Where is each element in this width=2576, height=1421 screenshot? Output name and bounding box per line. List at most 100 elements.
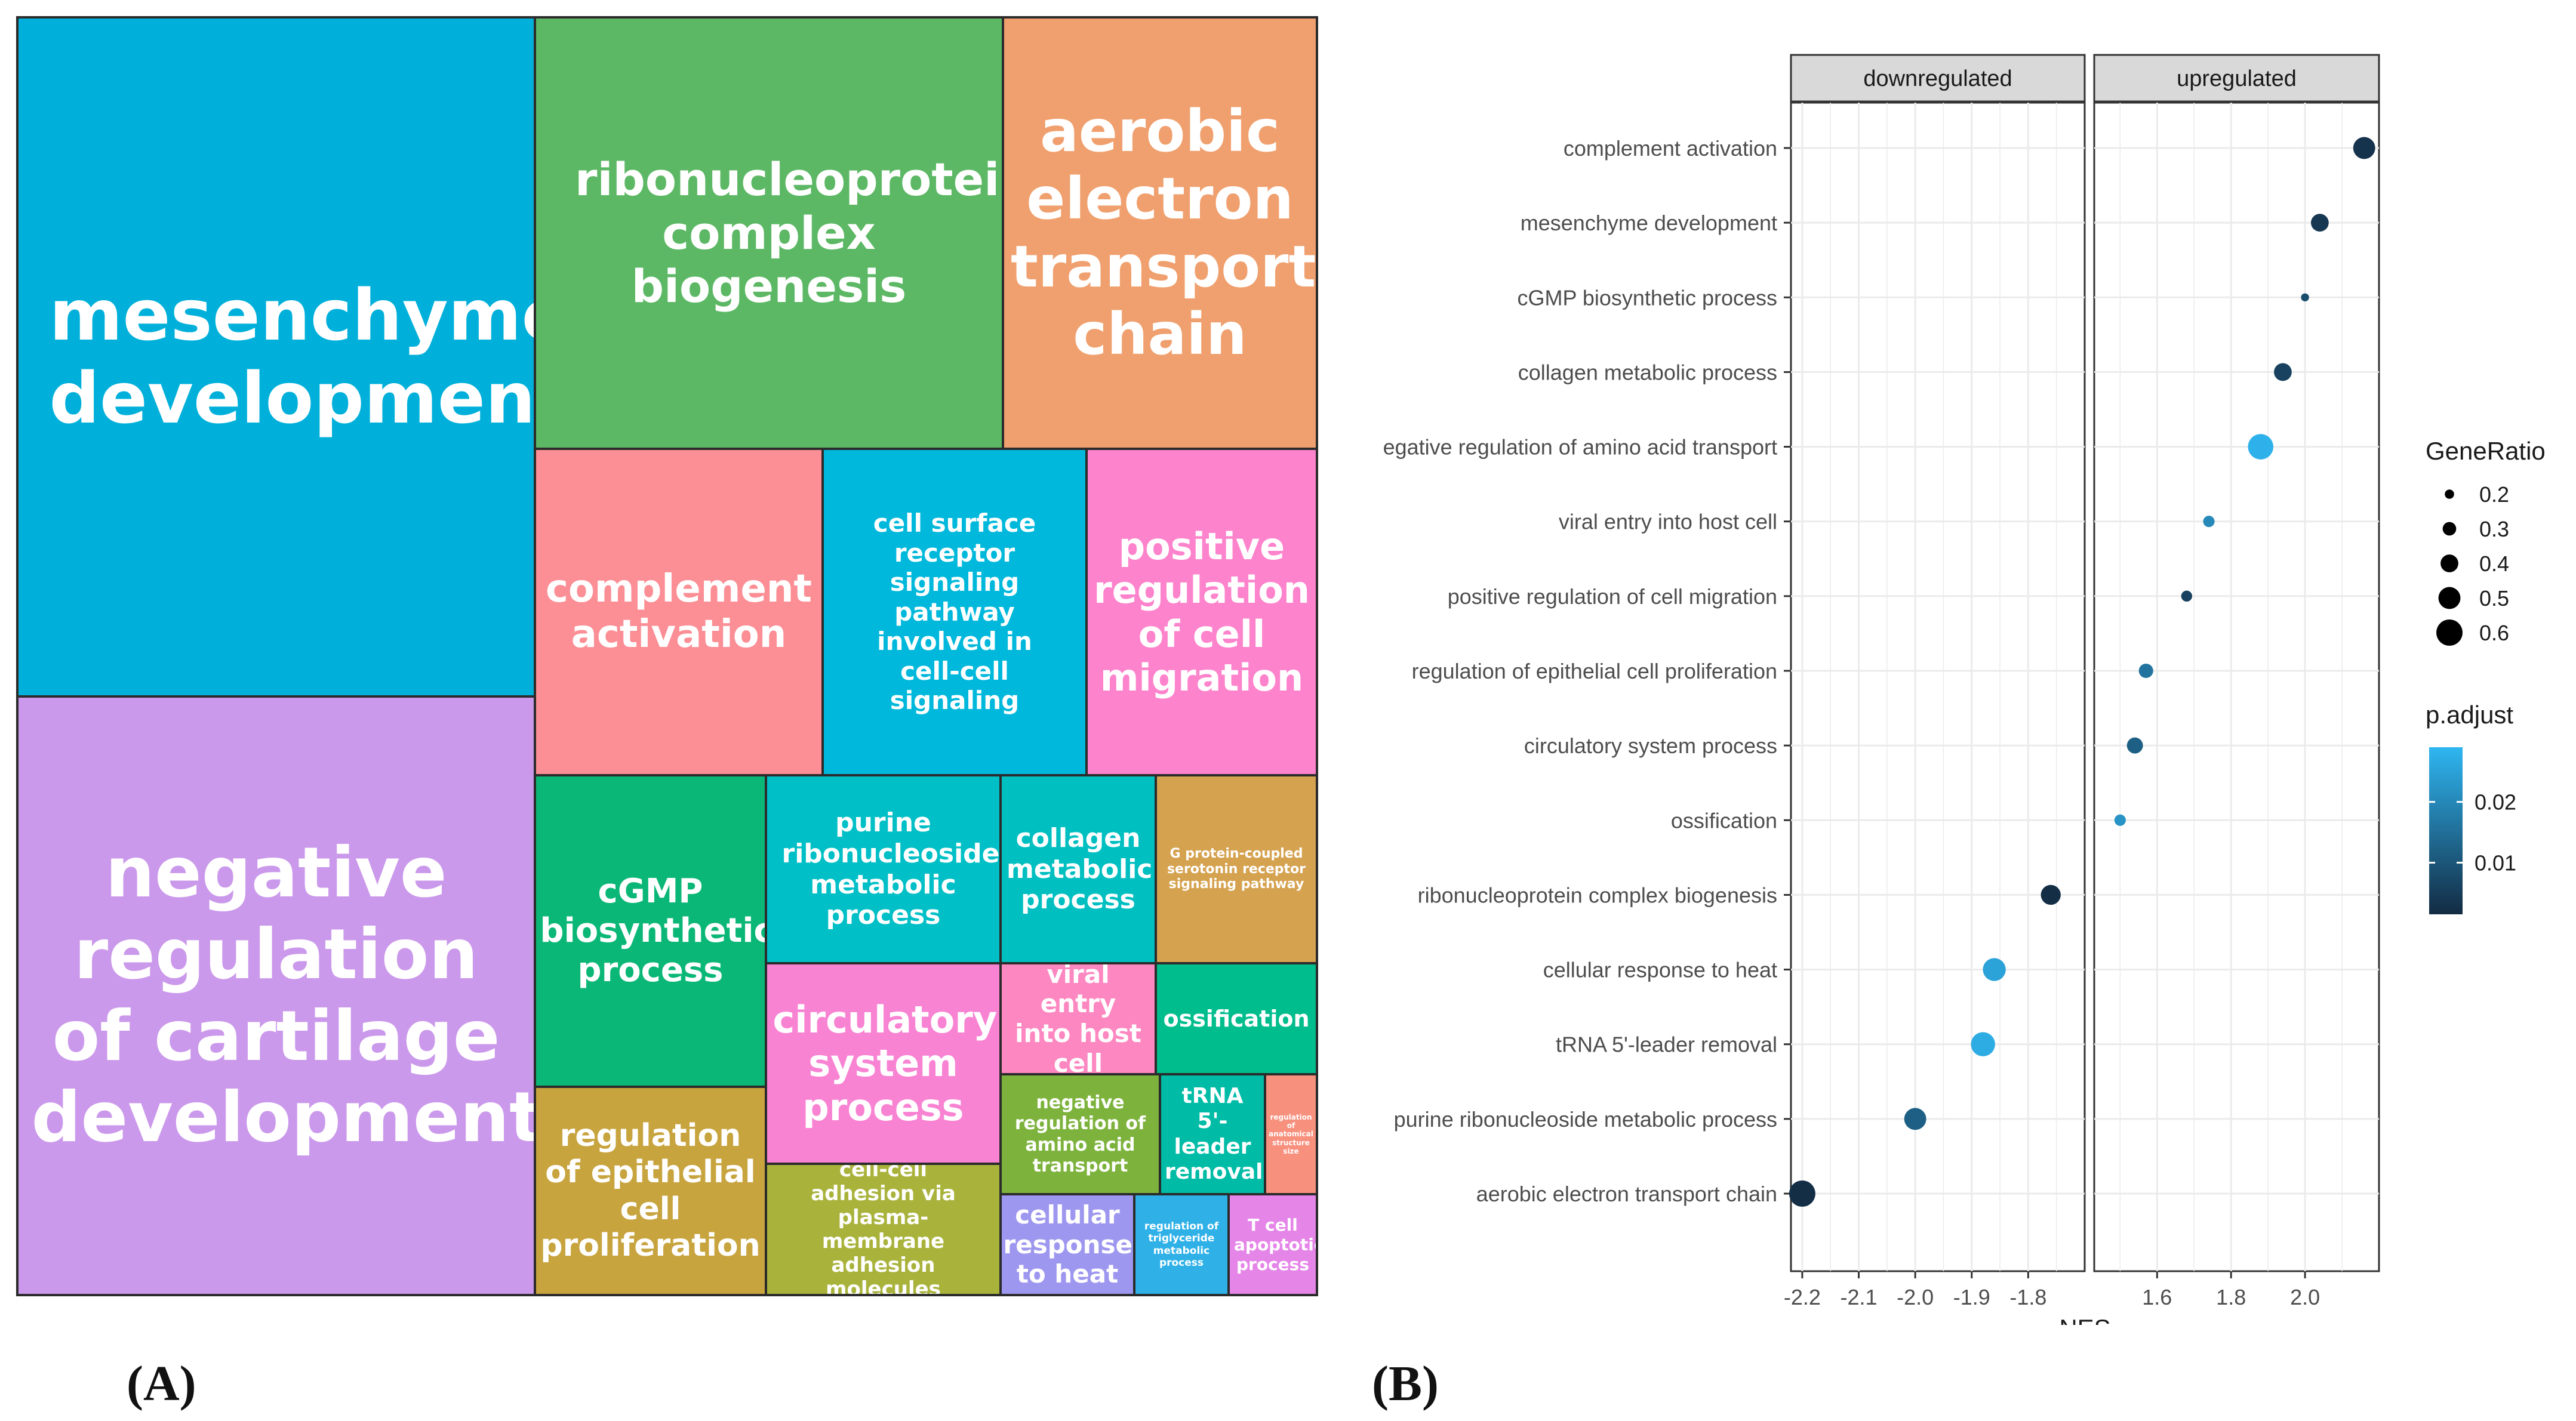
data-point bbox=[2353, 137, 2375, 159]
data-point bbox=[1789, 1180, 1815, 1207]
data-point bbox=[1904, 1108, 1926, 1130]
legend-size-dot bbox=[2445, 489, 2454, 499]
treemap-tile-label: complement activation bbox=[546, 566, 812, 656]
x-tick-label: 1.8 bbox=[2216, 1285, 2246, 1309]
legend-size-dot bbox=[2442, 522, 2457, 536]
data-point bbox=[1971, 1032, 1995, 1056]
treemap-tile: regulation of epithelial cell proliferat… bbox=[534, 1086, 767, 1296]
legend-color-label: 0.02 bbox=[2475, 790, 2516, 815]
x-tick-label: -1.9 bbox=[1953, 1285, 1990, 1309]
y-tick-label: positive regulation of cell migration bbox=[1448, 584, 1777, 609]
treemap-tile: cell-cell adhesion via plasma-membrane a… bbox=[765, 1163, 1002, 1296]
treemap-tile: T cell apoptotic process bbox=[1227, 1193, 1318, 1296]
treemap-chart: mesenchyme development negative regulati… bbox=[16, 16, 1318, 1296]
y-tick-label: regulation of epithelial cell proliferat… bbox=[1412, 659, 1777, 683]
treemap-tile: ribonucleoprotein complex biogenesis bbox=[534, 16, 1004, 450]
panel-b-label: (B) bbox=[1372, 1356, 1439, 1411]
treemap-tile-label: cell surface receptor signaling pathway … bbox=[873, 508, 1036, 716]
y-tick-label: ribonucleoprotein complex biogenesis bbox=[1418, 883, 1777, 907]
facet-strip-label: upregulated bbox=[2177, 66, 2297, 91]
legend-size-label: 0.4 bbox=[2479, 551, 2509, 576]
x-tick-label: 2.0 bbox=[2290, 1285, 2320, 1309]
data-point bbox=[2041, 884, 2061, 905]
facet-strip bbox=[1790, 54, 2086, 103]
y-tick-label: purine ribonucleoside metabolic process bbox=[1394, 1107, 1777, 1132]
data-point bbox=[2203, 516, 2215, 528]
y-tick-label: mesenchyme development bbox=[1521, 211, 1777, 235]
y-tick-label: collagen metabolic process bbox=[1518, 360, 1777, 384]
treemap-tile: aerobic electron transport chain bbox=[1002, 16, 1318, 450]
x-tick-label: -2.0 bbox=[1897, 1285, 1934, 1309]
x-tick-label: -2.1 bbox=[1841, 1285, 1878, 1309]
treemap-tile: cGMP biosynthetic process bbox=[534, 774, 767, 1088]
treemap-tile: complement activation bbox=[534, 448, 824, 776]
x-tick-label: 1.6 bbox=[2142, 1285, 2172, 1309]
treemap-tile-label: mesenchyme development bbox=[49, 273, 536, 439]
y-tick-label: viral entry into host cell bbox=[1559, 510, 1777, 534]
treemap-tile: collagen metabolic process bbox=[999, 774, 1157, 964]
legend-size-label: 0.5 bbox=[2479, 586, 2509, 611]
legend-size-dot bbox=[2438, 587, 2461, 609]
x-tick-label: -1.8 bbox=[2009, 1285, 2046, 1309]
y-tick-label: ossification bbox=[1671, 808, 1777, 833]
treemap-tile-label: positive regulation of cell migration bbox=[1094, 525, 1310, 699]
treemap-tile: tRNA 5'-leader removal bbox=[1159, 1073, 1266, 1195]
data-point bbox=[2181, 590, 2193, 602]
treemap-tile: mesenchyme development bbox=[16, 16, 536, 698]
treemap-tile: cell surface receptor signaling pathway … bbox=[821, 448, 1088, 776]
data-point bbox=[2248, 434, 2274, 460]
legend-size-label: 0.6 bbox=[2479, 621, 2509, 645]
treemap-tile-label: tRNA 5'-leader removal bbox=[1165, 1083, 1263, 1184]
treemap-tile: purine ribonucleoside metabolic process bbox=[765, 774, 1002, 964]
treemap-tile-label: regulation of triglyceride metabolic pro… bbox=[1144, 1220, 1219, 1269]
treemap-tile-label: ribonucleoprotein complex biogenesis bbox=[575, 152, 1004, 313]
facet-panel bbox=[1790, 101, 2086, 1272]
treemap-tile-label: negative regulation of amino acid transp… bbox=[1014, 1092, 1146, 1176]
legend-size-dot bbox=[2440, 554, 2458, 572]
dot-plot: downregulated -2.2 -2.1 -2.0 -1.9 -1.8 upregul… bbox=[1383, 54, 2546, 1325]
data-point bbox=[2274, 363, 2292, 381]
facet-strip bbox=[2093, 54, 2380, 103]
treemap-tile-label: aerobic electron transport chain bbox=[1011, 97, 1316, 368]
treemap-tile-label: circulatory system process bbox=[773, 998, 998, 1129]
treemap-tile: regulation of anatomical structure size bbox=[1264, 1073, 1318, 1195]
data-point bbox=[2126, 737, 2143, 754]
legend-padjust-title: p.adjust bbox=[2426, 701, 2513, 729]
facet-panel bbox=[2093, 101, 2380, 1272]
treemap-tile-label: negative regulation of cartilage develop… bbox=[31, 832, 536, 1158]
treemap-tile-label: regulation of anatomical structure size bbox=[1269, 1113, 1313, 1155]
treemap-tile: ossification bbox=[1155, 962, 1318, 1075]
treemap-tile: negative regulation of amino acid transp… bbox=[999, 1073, 1161, 1195]
treemap-tile-label: collagen metabolic process bbox=[1007, 822, 1153, 916]
treemap-tile-label: T cell apoptotic process bbox=[1234, 1215, 1318, 1275]
data-point bbox=[2114, 814, 2126, 826]
treemap-tile: negative regulation of cartilage develop… bbox=[16, 695, 536, 1296]
treemap-tile: positive regulation of cell migration bbox=[1085, 448, 1318, 776]
treemap-tile: G protein-coupled serotonin receptor sig… bbox=[1155, 774, 1318, 964]
treemap-tile-label: viral entry into host cell bbox=[1015, 962, 1141, 1075]
y-tick-label: complement activation bbox=[1564, 136, 1777, 161]
x-tick-label: -2.2 bbox=[1784, 1285, 1821, 1309]
panel-a-label: (A) bbox=[127, 1356, 196, 1411]
y-tick-label: egative regulation of amino acid transpo… bbox=[1383, 435, 1777, 460]
treemap-tile: circulatory system process bbox=[765, 962, 1002, 1165]
legend-generatio-title: GeneRatio bbox=[2426, 437, 2546, 465]
y-tick-label: cellular response to heat bbox=[1543, 958, 1777, 982]
data-point bbox=[1983, 958, 2006, 981]
treemap-tile-label: cell-cell adhesion via plasma-membrane a… bbox=[811, 1163, 956, 1296]
facet-strip-label: downregulated bbox=[1863, 66, 2012, 91]
legend-size-dot bbox=[2436, 619, 2463, 646]
treemap-tile: regulation of triglyceride metabolic pro… bbox=[1133, 1193, 1230, 1296]
treemap-tile-label: cellular response to heat bbox=[1003, 1200, 1133, 1289]
legend-size-label: 0.2 bbox=[2479, 482, 2509, 507]
treemap-tile-label: ossification bbox=[1163, 1005, 1310, 1032]
data-point bbox=[2301, 293, 2309, 301]
y-tick-label: circulatory system process bbox=[1524, 733, 1777, 758]
y-tick-label: tRNA 5'-leader removal bbox=[1556, 1032, 1777, 1057]
treemap-tile-label: purine ribonucleoside metabolic process bbox=[781, 807, 1000, 931]
data-point bbox=[2138, 663, 2153, 679]
treemap-tile-label: G protein-coupled serotonin receptor sig… bbox=[1167, 846, 1306, 892]
treemap-tile-label: cGMP biosynthetic process bbox=[540, 871, 767, 990]
legend-color-label: 0.01 bbox=[2475, 850, 2516, 875]
y-tick-label: aerobic electron transport chain bbox=[1476, 1182, 1777, 1206]
